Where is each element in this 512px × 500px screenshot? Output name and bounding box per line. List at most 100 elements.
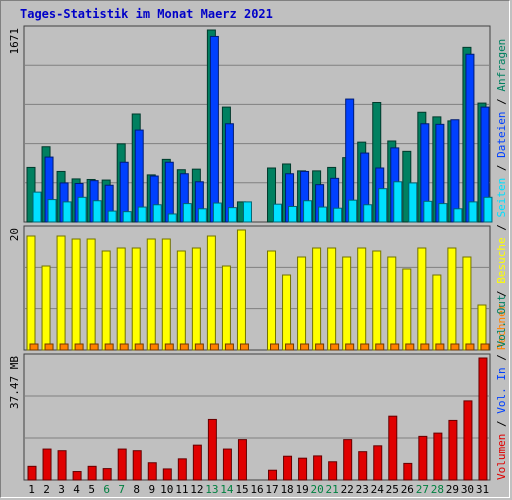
bar-volumen-day-20	[313, 455, 323, 481]
bar-rechner-day-15	[239, 343, 249, 351]
bar-rechner-day-20	[315, 343, 325, 351]
bar-rechner-day-26	[405, 343, 415, 351]
bar-besuche-day-26	[402, 268, 412, 351]
y-axis-max-label: 37.47 MB	[8, 356, 21, 409]
bar-besuche-day-2	[41, 265, 51, 351]
chart-title: Tages-Statistik im Monat Maerz 2021	[20, 7, 273, 21]
x-tick-label-day-29: 29	[446, 483, 459, 496]
bar-besuche-day-8	[131, 247, 141, 351]
bar-rechner-day-22	[345, 343, 355, 351]
x-tick-label-day-20: 20	[311, 483, 324, 496]
bar-rechner-day-6	[104, 343, 114, 351]
bar-volumen-day-24	[373, 445, 383, 481]
bar-seiten-day-20	[318, 206, 328, 223]
bar-besuche-day-18	[282, 274, 292, 351]
bar-rechner-day-21	[330, 343, 340, 351]
bar-volumen-day-7	[117, 448, 127, 481]
bar-seiten-day-31	[483, 196, 493, 223]
x-tick-label-day-6: 6	[103, 483, 110, 496]
legend-item-volumen: Volumen	[495, 434, 508, 480]
x-tick-label-day-4: 4	[73, 483, 80, 496]
x-tick-label-day-19: 19	[295, 483, 308, 496]
bar-volumen-day-21	[328, 461, 338, 481]
bar-volumen-day-22	[343, 439, 353, 481]
bar-rechner-day-25	[390, 343, 400, 351]
x-tick-label-day-27: 27	[416, 483, 429, 496]
y-axis-max-label: 20	[8, 228, 21, 241]
bar-rechner-day-14	[224, 343, 234, 351]
bar-rechner-day-11	[179, 343, 189, 351]
bar-rechner-day-24	[375, 343, 385, 351]
bar-seiten-day-9	[152, 204, 162, 223]
bar-rechner-day-5	[89, 343, 99, 351]
x-tick-label-day-26: 26	[401, 483, 414, 496]
bar-rechner-day-30	[465, 343, 475, 351]
legend-separator: /	[495, 218, 508, 238]
legend-separator: /	[495, 158, 508, 178]
bar-besuche-day-25	[387, 256, 397, 351]
bar-seiten-day-18	[288, 205, 298, 223]
x-tick-label-day-18: 18	[280, 483, 293, 496]
bar-seiten-day-14	[227, 207, 237, 223]
bar-rechner-day-9	[149, 343, 159, 351]
bar-rechner-day-29	[450, 343, 460, 351]
bar-besuche-day-31	[477, 304, 487, 351]
bar-seiten-day-17	[273, 203, 283, 223]
bar-volumen-day-9	[147, 462, 157, 481]
bar-volumen-day-1	[27, 465, 37, 481]
x-tick-label-day-28: 28	[431, 483, 444, 496]
bar-rechner-day-3	[59, 343, 69, 351]
bar-rechner-day-8	[134, 343, 144, 351]
bar-seiten-day-22	[348, 199, 358, 223]
bar-besuche-day-15	[236, 229, 246, 351]
bar-besuche-day-10	[161, 238, 171, 351]
bar-rechner-day-13	[209, 343, 219, 351]
bar-besuche-day-28	[432, 274, 442, 351]
x-tick-label-day-10: 10	[160, 483, 173, 496]
bar-volumen-day-23	[358, 451, 368, 481]
bar-volumen-day-11	[177, 458, 187, 481]
bar-besuche-day-13	[206, 235, 216, 351]
x-tick-label-day-8: 8	[133, 483, 140, 496]
x-tick-label-day-24: 24	[371, 483, 385, 496]
bar-seiten-day-25	[393, 181, 403, 223]
bar-volumen-day-3	[57, 450, 67, 481]
legend-item-anfragen: Anfragen	[495, 39, 508, 92]
legend-item-seiten: Seiten	[495, 178, 508, 218]
x-tick-label-day-13: 13	[205, 483, 218, 496]
bar-besuche-day-17	[267, 250, 277, 351]
bar-volumen-day-4	[72, 471, 82, 481]
bar-seiten-day-1	[32, 191, 42, 223]
bar-rechner-day-27	[420, 343, 430, 351]
bar-volumen-day-6	[102, 468, 112, 481]
x-tick-label-day-25: 25	[386, 483, 399, 496]
legend-separator: /	[495, 92, 508, 112]
bar-besuche-day-6	[101, 250, 111, 351]
x-tick-label-day-7: 7	[118, 483, 125, 496]
bar-seiten-day-29	[453, 208, 463, 223]
bar-besuche-day-24	[372, 250, 382, 351]
bar-besuche-day-5	[86, 238, 96, 351]
bar-seiten-day-6	[107, 210, 117, 223]
x-tick-label-day-5: 5	[88, 483, 95, 496]
bar-volumen-day-2	[42, 448, 52, 481]
x-tick-label-day-12: 12	[190, 483, 203, 496]
x-tick-label-day-22: 22	[341, 483, 354, 496]
bar-volumen-day-13	[207, 418, 217, 481]
bar-volumen-day-10	[162, 468, 172, 481]
bar-seiten-day-15	[242, 201, 252, 223]
bar-seiten-day-13	[212, 202, 222, 223]
bar-seiten-day-2	[47, 199, 57, 223]
bar-volumen-day-30	[463, 400, 473, 481]
bar-besuche-day-23	[357, 247, 367, 351]
bar-dateien-day-29	[450, 119, 460, 223]
bar-besuche-day-9	[146, 238, 156, 351]
x-tick-label-day-21: 21	[326, 483, 339, 496]
bar-seiten-day-26	[408, 182, 418, 223]
x-tick-label-day-1: 1	[28, 483, 35, 496]
bar-rechner-day-23	[360, 343, 370, 351]
bar-besuche-day-30	[462, 256, 472, 351]
bar-besuche-day-4	[71, 238, 81, 351]
